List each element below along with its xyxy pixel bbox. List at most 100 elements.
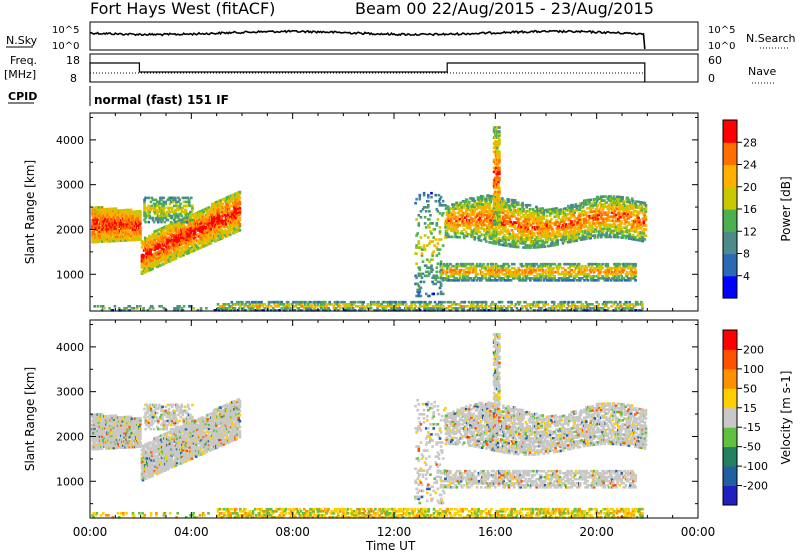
echo-cell xyxy=(165,259,168,262)
echo-cell xyxy=(210,217,214,220)
echo-cell xyxy=(556,221,559,224)
echo-cell xyxy=(483,219,486,223)
echo-cell xyxy=(227,211,231,215)
echo-cell xyxy=(157,234,161,238)
echo-cell xyxy=(567,216,570,220)
echo-cell xyxy=(166,252,169,256)
echo-cell xyxy=(452,227,455,231)
echo-cell xyxy=(513,203,517,206)
echo-cell xyxy=(142,261,146,264)
echo-cell xyxy=(175,246,179,250)
echo-cell xyxy=(188,247,192,250)
echo-cell xyxy=(460,203,464,207)
echo-cell xyxy=(189,248,193,252)
echo-cell xyxy=(131,228,135,232)
echo-cell xyxy=(164,202,168,206)
echo-cell xyxy=(540,225,543,229)
echo-cell xyxy=(184,251,187,254)
echo-cell xyxy=(203,236,206,240)
echo-cell xyxy=(166,224,169,228)
echo-cell xyxy=(159,210,162,214)
echo-cell xyxy=(462,228,466,231)
echo-cell xyxy=(129,208,133,212)
echo-cell xyxy=(227,209,231,213)
echo-cell xyxy=(569,206,572,209)
echo-cell xyxy=(149,250,152,253)
echo-cell xyxy=(550,226,553,229)
echo-cell xyxy=(548,244,552,248)
echo-cell xyxy=(219,201,222,204)
echo-cell xyxy=(189,204,192,208)
echo-cell xyxy=(519,223,522,227)
echo-cell xyxy=(151,206,155,210)
echo-cell xyxy=(544,231,548,234)
echo-cell xyxy=(473,199,476,203)
echo-cell xyxy=(513,223,517,226)
echo-cell xyxy=(198,242,201,246)
nave-tick-bottom: 0 xyxy=(708,72,715,85)
echo-cell xyxy=(527,218,531,221)
echo-cell xyxy=(167,228,170,231)
echo-cell xyxy=(137,222,140,225)
echo-cell xyxy=(153,238,156,241)
echo-cell xyxy=(508,232,512,236)
echo-cell xyxy=(174,198,177,202)
echo-cell xyxy=(174,210,177,214)
echo-cell xyxy=(476,272,480,276)
echo-cell xyxy=(154,202,158,206)
echo-cell xyxy=(477,236,481,240)
echo-cell xyxy=(208,226,212,229)
echo-cell xyxy=(161,238,165,242)
echo-cell xyxy=(462,206,466,209)
echo-cell xyxy=(222,197,226,201)
echo-cell xyxy=(490,217,493,220)
echo-cell xyxy=(144,216,147,220)
echo-cell xyxy=(548,220,552,223)
echo-cell xyxy=(156,259,160,262)
echo-cell xyxy=(173,241,177,245)
echo-cell xyxy=(103,236,106,239)
echo-cell xyxy=(185,242,188,245)
echo-cell xyxy=(220,204,224,208)
echo-cell xyxy=(450,217,453,220)
echo-cell xyxy=(527,210,531,213)
echo-cell xyxy=(503,209,506,213)
noise-trace xyxy=(89,29,646,50)
echo-cell xyxy=(112,213,116,217)
echo-cell xyxy=(200,239,203,243)
echo-cell xyxy=(161,214,164,218)
echo-cell xyxy=(453,211,456,214)
echo-cell xyxy=(524,212,528,215)
echo-cell xyxy=(471,203,474,206)
echo-cell xyxy=(190,246,194,249)
echo-cell xyxy=(153,206,157,210)
echo-cell xyxy=(547,234,551,238)
echo-cell xyxy=(534,244,537,247)
echo-cell xyxy=(488,226,491,230)
echo-cell xyxy=(556,241,559,244)
echo-cell xyxy=(464,200,468,203)
echo-cell xyxy=(568,208,571,212)
echo-cell xyxy=(237,215,241,218)
echo-cell xyxy=(539,207,542,210)
echo-cell xyxy=(528,203,532,207)
echo-cell xyxy=(234,216,237,220)
echo-cell xyxy=(196,219,199,223)
echo-cell xyxy=(524,226,528,229)
echo-cell xyxy=(464,230,468,234)
echo-cell xyxy=(165,261,168,264)
echo-cell xyxy=(496,230,500,234)
echo-cell xyxy=(179,212,182,216)
echo-cell xyxy=(470,235,473,238)
echo-cell xyxy=(156,212,159,216)
echo-cell xyxy=(176,220,180,223)
echo-cell xyxy=(470,217,473,220)
echo-cell xyxy=(534,238,537,241)
echo-cell xyxy=(151,239,154,242)
echo-cell xyxy=(173,204,176,208)
echo-cell xyxy=(568,218,571,222)
echo-cell xyxy=(216,200,219,204)
echo-cell xyxy=(634,268,637,272)
echo-cell xyxy=(184,214,188,218)
echo-cell xyxy=(223,211,227,214)
